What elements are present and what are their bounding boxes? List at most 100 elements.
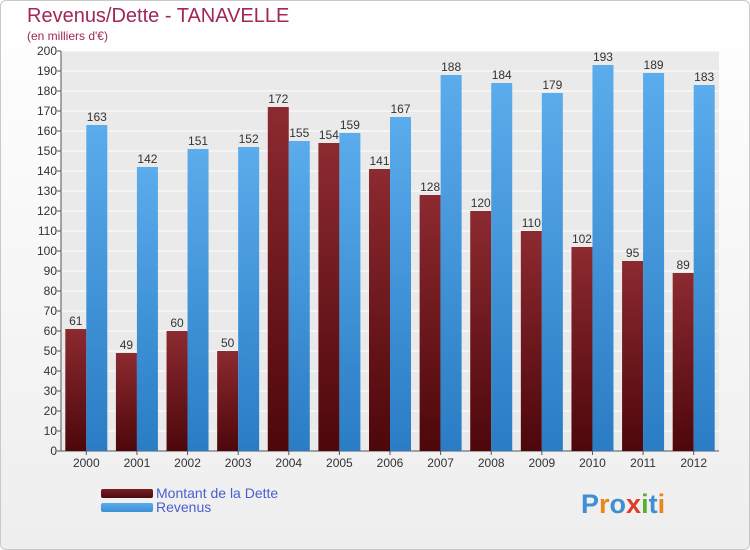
data-label-dette: 128 xyxy=(420,180,440,194)
bar-dette xyxy=(267,107,289,451)
bar-revenus xyxy=(339,133,361,451)
bar-revenus xyxy=(288,141,310,451)
data-label-revenus: 159 xyxy=(340,118,360,132)
logo-letter: i xyxy=(641,489,649,519)
bar-revenus xyxy=(643,73,665,451)
data-label-dette: 102 xyxy=(572,232,592,246)
legend-swatch-dette xyxy=(101,489,153,498)
bar-revenus xyxy=(491,83,513,451)
y-tick-label: 80 xyxy=(44,284,58,298)
data-label-revenus: 193 xyxy=(593,50,613,64)
y-tick-label: 40 xyxy=(44,364,58,378)
bar-revenus xyxy=(693,85,715,451)
data-label-dette: 120 xyxy=(471,196,491,210)
x-tick-label: 2007 xyxy=(427,456,454,470)
data-label-revenus: 151 xyxy=(188,134,208,148)
x-tick-label: 2002 xyxy=(174,456,201,470)
logo-letter: t xyxy=(648,489,658,519)
logo-letter: P xyxy=(581,489,600,519)
x-tick-label: 2008 xyxy=(478,456,505,470)
y-tick-label: 60 xyxy=(44,324,58,338)
x-tick-label: 2001 xyxy=(124,456,151,470)
bar-revenus xyxy=(136,167,158,451)
bar-revenus xyxy=(592,65,614,451)
data-label-revenus: 167 xyxy=(390,102,410,116)
bar-dette xyxy=(672,273,694,451)
x-tick-label: 2011 xyxy=(630,456,656,470)
bar-revenus xyxy=(440,75,462,451)
y-tick-label: 10 xyxy=(44,424,58,438)
y-tick-label: 140 xyxy=(37,164,57,178)
y-tick-label: 0 xyxy=(50,444,57,458)
x-tick-label: 2005 xyxy=(326,456,353,470)
logo-letter: r xyxy=(599,489,610,519)
bar-dette xyxy=(166,331,188,451)
data-label-revenus: 188 xyxy=(441,60,461,74)
data-label-dette: 141 xyxy=(369,154,389,168)
proxiti-logo: Proxiti xyxy=(581,489,665,520)
y-tick-label: 70 xyxy=(44,304,58,318)
data-label-dette: 110 xyxy=(522,216,541,230)
y-tick-label: 100 xyxy=(37,244,57,258)
data-label-revenus: 163 xyxy=(87,110,107,124)
x-tick-label: 2009 xyxy=(528,456,555,470)
y-tick-label: 150 xyxy=(37,144,57,158)
data-label-revenus: 189 xyxy=(644,58,664,72)
logo-letter: o xyxy=(609,489,627,519)
y-tick-label: 200 xyxy=(37,44,57,58)
x-tick-label: 2003 xyxy=(225,456,252,470)
data-label-dette: 60 xyxy=(170,316,184,330)
bar-dette xyxy=(115,353,137,451)
logo-letter: x xyxy=(626,489,642,519)
x-tick-label: 2000 xyxy=(73,456,100,470)
data-label-dette: 89 xyxy=(677,258,691,272)
bar-revenus xyxy=(541,93,563,451)
bar-dette xyxy=(571,247,593,451)
bar-revenus xyxy=(187,149,209,451)
legend-label-dette: Montant de la Dette xyxy=(156,485,279,501)
legend-label-revenus: Revenus xyxy=(156,499,212,515)
bar-revenus xyxy=(238,147,260,451)
bar-dette xyxy=(65,329,87,451)
bar-dette xyxy=(520,231,542,451)
data-label-revenus: 142 xyxy=(137,152,157,166)
bar-revenus xyxy=(390,117,411,451)
bar-revenus xyxy=(86,125,108,451)
bar-dette xyxy=(217,351,239,451)
chart-subtitle: (en milliers d'€) xyxy=(27,29,108,43)
bar-dette xyxy=(622,261,644,451)
y-tick-label: 180 xyxy=(37,84,57,98)
data-label-dette: 49 xyxy=(120,338,134,352)
y-tick-label: 160 xyxy=(37,124,57,138)
y-tick-label: 170 xyxy=(37,104,57,118)
y-tick-label: 120 xyxy=(37,204,57,218)
data-label-revenus: 184 xyxy=(492,68,512,82)
bar-dette xyxy=(419,195,441,451)
bar-dette xyxy=(470,211,492,451)
data-label-revenus: 155 xyxy=(289,126,309,140)
y-tick-label: 50 xyxy=(44,344,58,358)
data-label-revenus: 152 xyxy=(239,132,259,146)
data-label-dette: 61 xyxy=(69,314,83,328)
data-label-revenus: 183 xyxy=(694,70,714,84)
y-tick-label: 130 xyxy=(37,184,57,198)
bar-dette xyxy=(369,169,390,451)
data-label-dette: 172 xyxy=(268,92,288,106)
logo-letter: i xyxy=(657,489,666,519)
legend-swatch-revenus xyxy=(101,503,153,512)
data-label-dette: 50 xyxy=(221,336,235,350)
data-label-dette: 154 xyxy=(319,128,339,142)
chart-title: Revenus/Dette - TANAVELLE xyxy=(27,5,290,27)
data-label-revenus: 179 xyxy=(542,78,562,92)
x-tick-label: 2010 xyxy=(579,456,606,470)
y-tick-label: 190 xyxy=(37,64,57,78)
x-tick-label: 2012 xyxy=(680,456,707,470)
x-tick-label: 2004 xyxy=(275,456,302,470)
y-tick-label: 30 xyxy=(44,384,58,398)
bar-dette xyxy=(318,143,340,451)
y-tick-label: 110 xyxy=(38,224,57,238)
x-tick-label: 2006 xyxy=(377,456,404,470)
y-tick-label: 90 xyxy=(44,264,58,278)
